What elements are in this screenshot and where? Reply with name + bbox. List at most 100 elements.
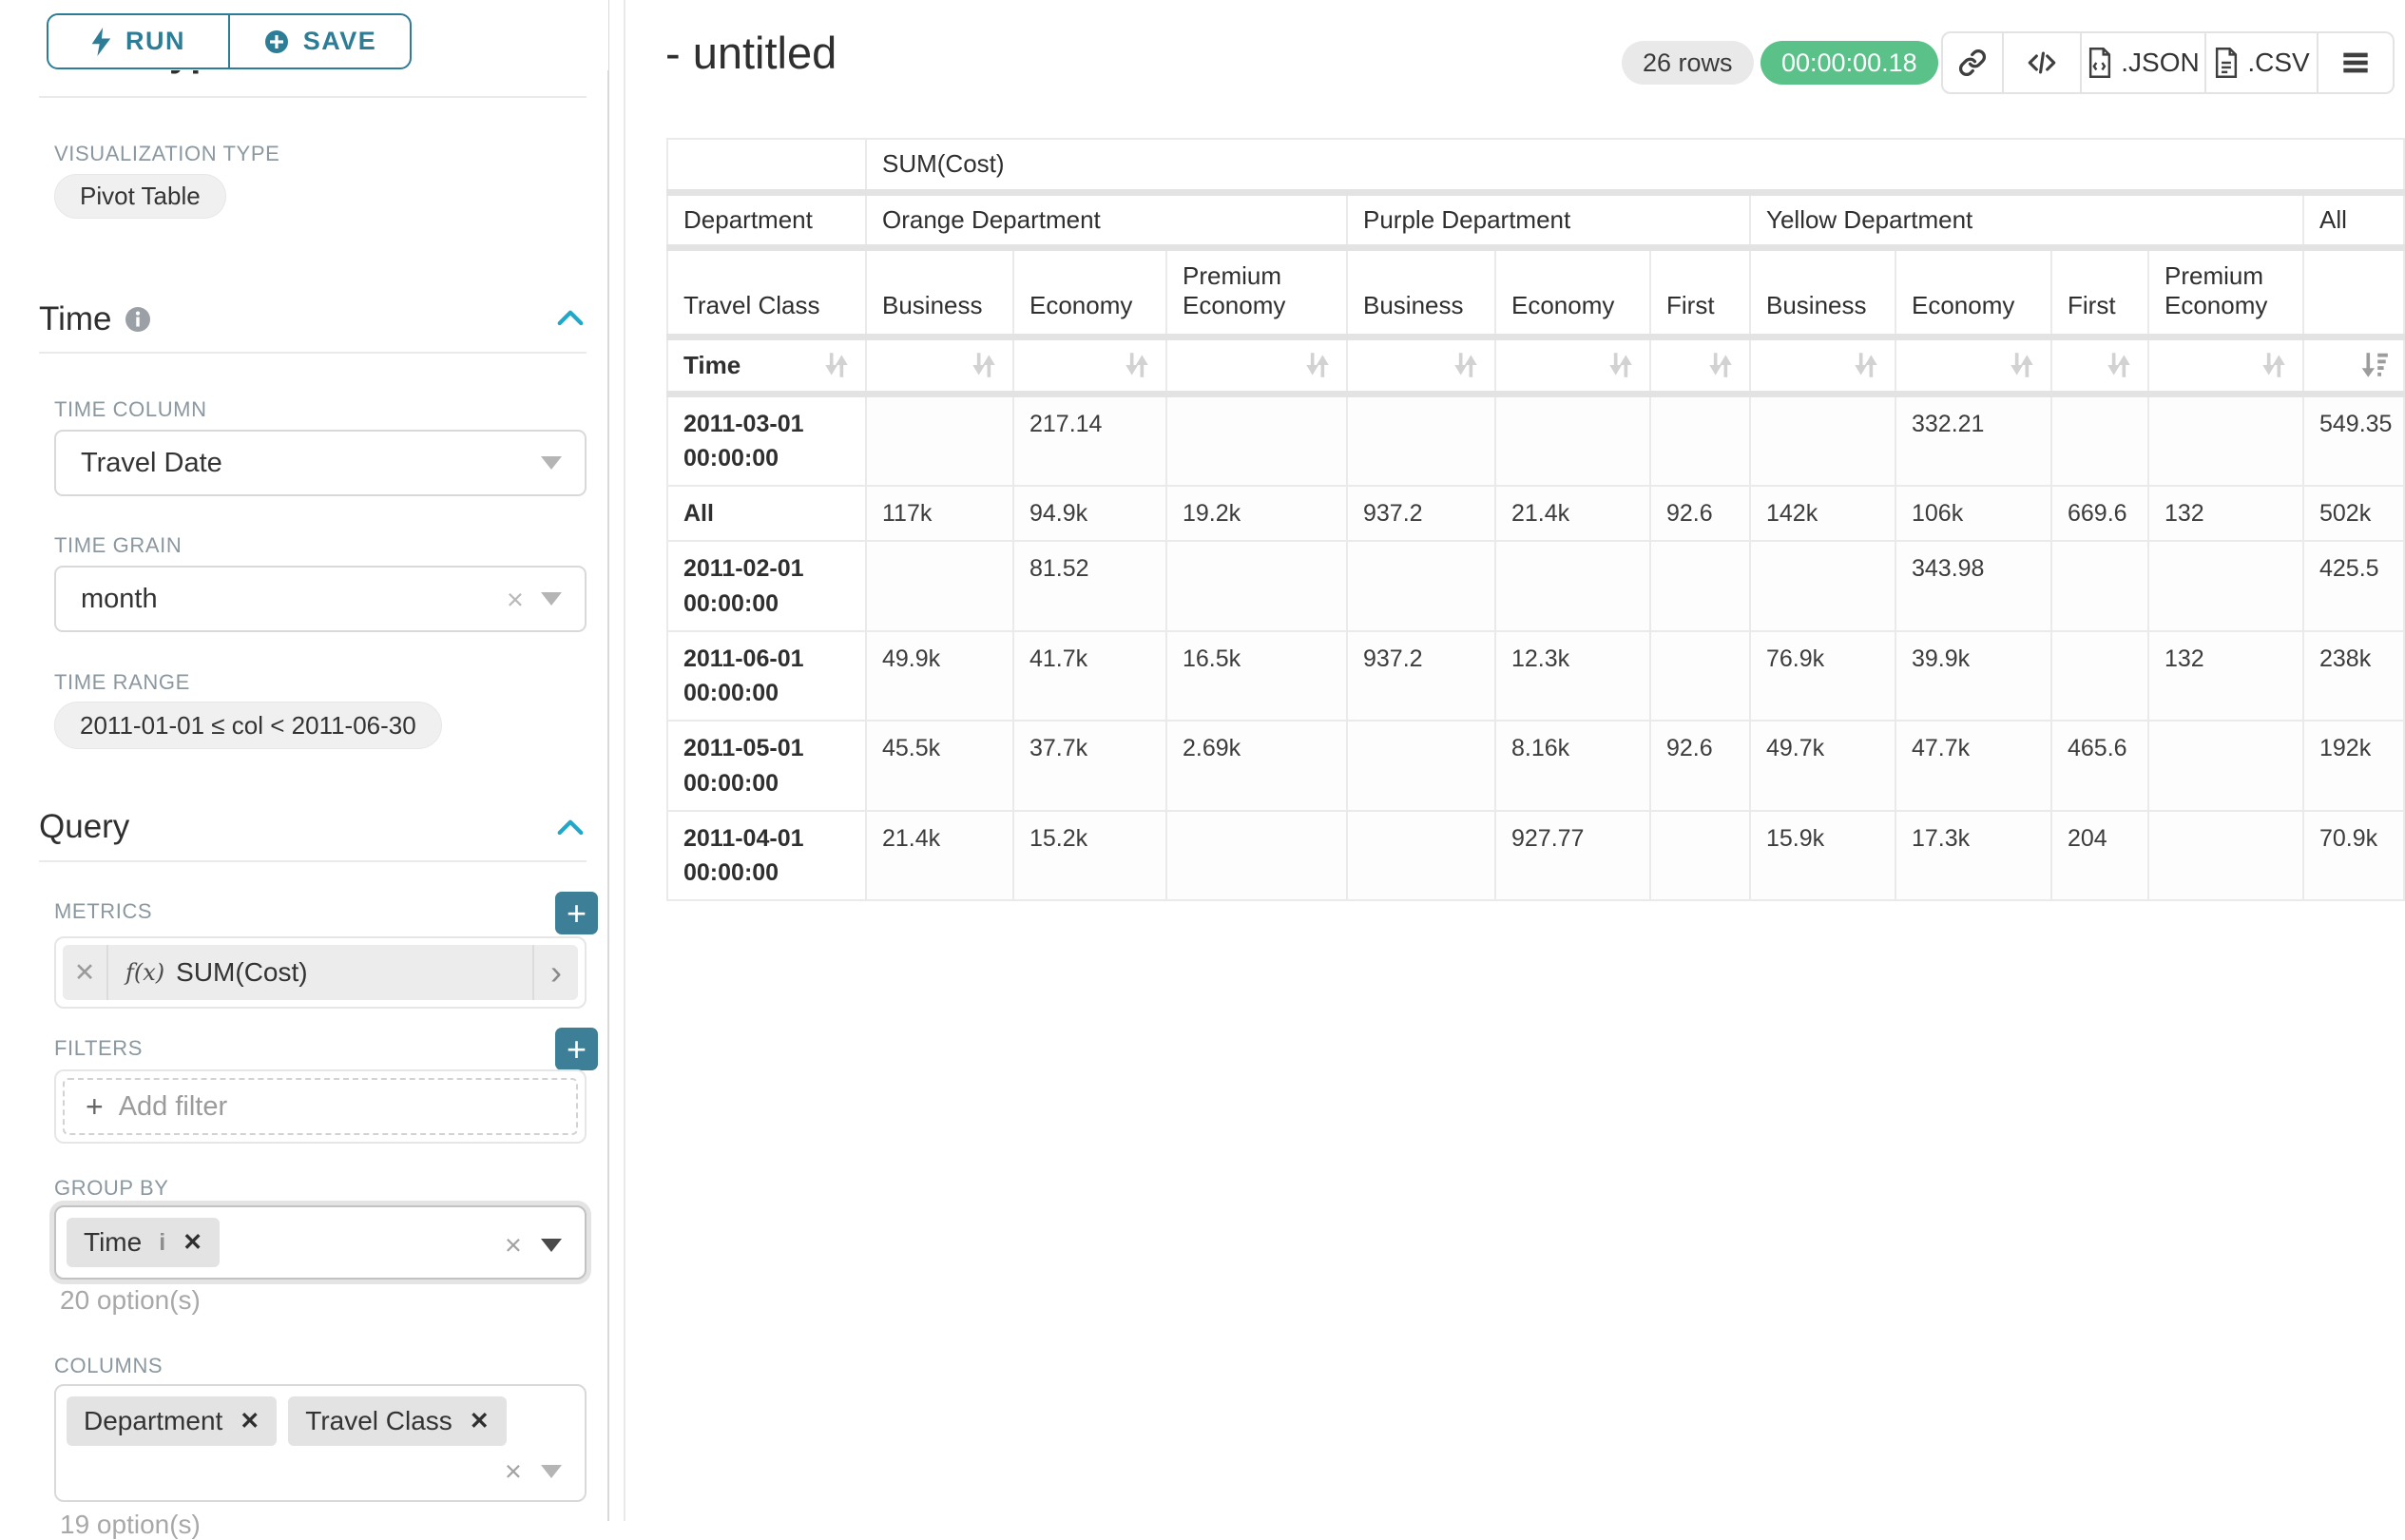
sort-icon[interactable]	[1453, 350, 1479, 380]
pivot-row: 2011-05-01 00:00:00 45.5k 37.7k 2.69k 8.16k 9…	[666, 720, 2405, 812]
panel-resize-gutter[interactable]	[624, 0, 625, 1521]
sort-icon[interactable]	[1853, 350, 1879, 380]
csv-file-icon	[2216, 48, 2238, 78]
time-column-label: TIME COLUMN	[54, 397, 207, 421]
sortable-column-header[interactable]	[1895, 336, 2052, 397]
view-query-button[interactable]	[2002, 33, 2080, 92]
divider	[39, 96, 587, 98]
department-group-header: Orange Department	[865, 191, 1348, 251]
travel-class-header: First	[2050, 246, 2149, 340]
add-filter-button[interactable]: + Add filter	[63, 1078, 578, 1135]
remove-metric-icon[interactable]: ✕	[63, 945, 108, 1000]
plus-circle-icon	[264, 29, 288, 53]
run-button[interactable]: RUN	[48, 15, 228, 67]
caret-down-icon[interactable]	[541, 1464, 562, 1478]
sortable-column-header[interactable]	[1165, 336, 1348, 397]
chevron-up-icon[interactable]	[556, 306, 585, 331]
info-icon[interactable]	[125, 306, 151, 333]
sortable-column-header[interactable]	[2301, 336, 2405, 397]
pivot-value-cell: 937.2	[1346, 629, 1496, 722]
sort-icon[interactable]	[1707, 350, 1734, 380]
dimension-chip[interactable]: Department ✕	[67, 1396, 278, 1446]
export-csv-button[interactable]: .CSV	[2204, 33, 2317, 92]
pivot-value-cell	[1165, 393, 1348, 487]
sort-desc-active-icon[interactable]	[2361, 350, 2389, 380]
row-dim-header-cell: Time	[666, 336, 867, 397]
metrics-container: ✕ f(x) SUM(Cost) ›	[54, 936, 587, 1009]
pivot-row: 2011-04-01 00:00:00 21.4k 15.2k 927.77 15.9k…	[666, 809, 2405, 902]
caret-down-icon[interactable]	[541, 1238, 562, 1252]
export-json-button[interactable]: .JSON	[2080, 33, 2204, 92]
menu-button[interactable]	[2317, 33, 2393, 92]
time-column-value: Travel Date	[81, 447, 222, 478]
pivot-value-cell	[865, 393, 1014, 487]
remove-chip-icon[interactable]: ✕	[469, 1408, 490, 1434]
time-grain-select[interactable]: month ×	[54, 566, 587, 632]
info-icon[interactable]: i	[159, 1228, 166, 1256]
sortable-column-header[interactable]	[2147, 336, 2304, 397]
sortable-column-header[interactable]	[1494, 336, 1651, 397]
viz-type-pill[interactable]: Pivot Table	[54, 174, 226, 219]
sort-icon[interactable]	[1124, 350, 1150, 380]
time-column-select[interactable]: Travel Date	[54, 430, 587, 496]
row-label-cell: 2011-05-01 00:00:00	[666, 720, 867, 812]
clear-icon[interactable]: ×	[504, 1228, 522, 1261]
sortable-column-header[interactable]	[1346, 336, 1496, 397]
clear-icon[interactable]: ×	[506, 582, 524, 616]
sortable-column-header[interactable]	[1012, 336, 1167, 397]
pivot-value-cell: 142k	[1749, 484, 1896, 543]
pivot-value-cell	[2147, 540, 2304, 632]
chart-title[interactable]: - untitled	[665, 28, 837, 78]
sortable-column-header[interactable]	[865, 336, 1014, 397]
pivot-value-cell	[1346, 393, 1496, 487]
sortable-column-header[interactable]	[1749, 336, 1896, 397]
sort-icon[interactable]	[2261, 350, 2287, 380]
sort-icon[interactable]	[1607, 350, 1634, 380]
time-section-header: Time	[39, 300, 151, 338]
add-metric-button[interactable]: +	[555, 892, 598, 934]
run-button-label: RUN	[125, 27, 185, 55]
dimension-chip[interactable]: Time i ✕	[67, 1218, 221, 1267]
group-by-select[interactable]: Time i ✕ ×	[54, 1205, 587, 1280]
pivot-value-cell	[1346, 809, 1496, 902]
remove-chip-icon[interactable]: ✕	[183, 1229, 203, 1256]
sort-icon[interactable]	[2106, 350, 2132, 380]
pivot-value-cell: 15.9k	[1749, 809, 1896, 902]
plus-icon: +	[86, 1089, 104, 1124]
pivot-value-cell: 49.7k	[1749, 720, 1896, 812]
link-icon	[1959, 49, 1986, 76]
lightning-icon	[91, 27, 111, 56]
pivot-value-cell	[1494, 540, 1651, 632]
sortable-column-header[interactable]	[1649, 336, 1751, 397]
chip-label: Department	[84, 1406, 223, 1435]
remove-chip-icon[interactable]: ✕	[240, 1408, 260, 1434]
pivot-value-cell: 106k	[1895, 484, 2052, 543]
metric-chip[interactable]: ✕ f(x) SUM(Cost) ›	[63, 945, 578, 1000]
time-range-pill[interactable]: 2011-01-01 ≤ col < 2011-06-30	[54, 702, 442, 749]
sort-icon[interactable]	[823, 350, 850, 380]
pivot-value-cell: 117k	[865, 484, 1014, 543]
pivot-row: 2011-03-01 00:00:00 217.14 332.21 549.35	[666, 393, 2405, 487]
row-label-cell: 2011-06-01 00:00:00	[666, 629, 867, 722]
chevron-up-icon[interactable]	[556, 816, 585, 840]
sort-icon[interactable]	[2009, 350, 2035, 380]
add-filter-plus-button[interactable]: +	[555, 1028, 598, 1070]
save-button[interactable]: SAVE	[228, 15, 410, 67]
row-dim-label: Time	[683, 350, 741, 379]
function-icon: f(x)	[125, 959, 165, 986]
clear-icon[interactable]: ×	[504, 1454, 522, 1488]
pivot-value-cell	[1649, 393, 1751, 487]
pivot-value-cell: 238k	[2301, 629, 2405, 722]
columns-select[interactable]: Department ✕ Travel Class ✕ ×	[54, 1384, 587, 1502]
pivot-value-cell: 217.14	[1012, 393, 1167, 487]
time-range-label: TIME RANGE	[54, 670, 190, 694]
sortable-column-header[interactable]	[2050, 336, 2149, 397]
chevron-right-icon[interactable]: ›	[532, 945, 578, 1000]
sort-icon[interactable]	[971, 350, 997, 380]
pivot-value-cell: 8.16k	[1494, 720, 1651, 812]
sort-icon[interactable]	[1304, 350, 1331, 380]
dimension-chip[interactable]: Travel Class ✕	[288, 1396, 507, 1446]
pivot-value-cell: 425.5	[2301, 540, 2405, 632]
copy-link-button[interactable]	[1943, 33, 2002, 92]
time-section-title: Time	[39, 300, 112, 337]
